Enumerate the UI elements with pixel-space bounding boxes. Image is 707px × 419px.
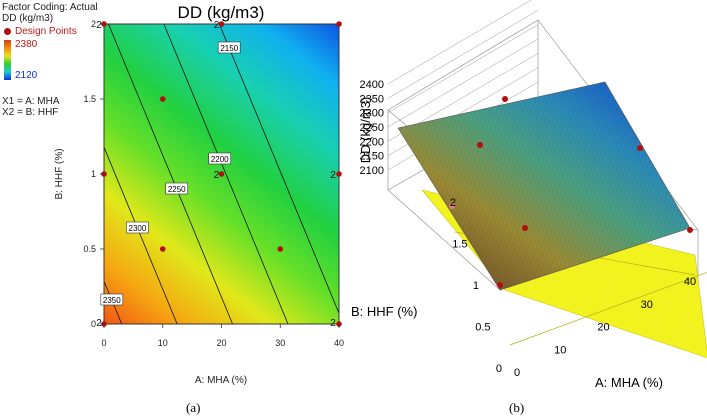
contour-label-box-2150 — [217, 41, 241, 54]
x-tick-label: 40 — [334, 338, 344, 348]
surface-plot: 2100 2150 2200 2250 2300 2350 2400 2 1.5 1 0.5 0 0 10… — [351, 0, 707, 390]
z-tick-label: 2250 — [360, 122, 384, 134]
contour-label-2250: 2250 — [168, 185, 186, 194]
contour-design-point — [336, 171, 342, 177]
contour-y-axis-label: B: HHF (%) — [54, 148, 65, 199]
z-tick-label: 2100 — [360, 165, 384, 177]
z-tick-label: 2350 — [360, 93, 384, 105]
a-tick-label: 10 — [554, 344, 566, 356]
contour-label-2200: 2200 — [211, 155, 229, 164]
caption-a: (a) — [186, 400, 201, 415]
z-grid-line — [387, 0, 532, 85]
a-tick-label: 20 — [597, 322, 609, 334]
b-tick-label: 1 — [473, 280, 479, 292]
legend-x1-def: X1 = A: MHA — [2, 96, 60, 107]
legend-high-value: 2380 — [15, 39, 38, 50]
legend: Factor Coding: Actual DD (kg/m3) Design … — [2, 2, 112, 118]
legend-x2-def: X2 = B: HHF — [2, 107, 59, 118]
contour-line-2300 — [104, 146, 178, 324]
contour-title: DD (kg/m3) — [178, 3, 265, 22]
surface-design-point — [497, 282, 503, 288]
b-tick-label: 2 — [450, 197, 456, 209]
contour-design-point — [277, 246, 284, 252]
z-tick-label: 2150 — [360, 151, 384, 163]
surface-design-point — [449, 203, 455, 209]
b-tick-label: 0.5 — [475, 322, 490, 334]
legend-design-points-label: Design Points — [15, 26, 77, 37]
surface-z-axis-label: DD (kg/m3) — [358, 97, 373, 163]
design-point-count: 2 — [214, 20, 220, 31]
z-grid-line — [387, 38, 539, 128]
surface-design-point — [477, 142, 483, 148]
legend-response-label: DD (kg/m3) — [2, 13, 54, 24]
a-tick-label: 0 — [514, 367, 520, 379]
contour-label-box-2300 — [126, 221, 149, 234]
design-point-count: 2 — [96, 318, 102, 329]
y-tick-label: 2 — [91, 19, 96, 29]
z-tick-label: 2400 — [360, 79, 384, 91]
contour-design-point — [159, 96, 166, 102]
surface-design-point — [637, 145, 643, 151]
contour-label-2350: 2350 — [103, 296, 121, 305]
y-tick-label: 0 — [91, 319, 96, 329]
contour-label-box-2200 — [208, 152, 232, 165]
x-tick-label: 0 — [101, 338, 106, 348]
surface-design-points — [449, 96, 693, 288]
y-tick-label: 1.5 — [83, 94, 96, 104]
contour-design-point — [336, 21, 342, 27]
response-surface-mesh — [398, 82, 690, 290]
contour-design-point — [159, 246, 166, 252]
contour-label-2150: 2150 — [220, 44, 238, 53]
contour-label-2300: 2300 — [129, 224, 147, 233]
x-tick-label: 20 — [216, 338, 226, 348]
surface-design-point — [502, 96, 508, 102]
legend-design-points: Design Points — [2, 26, 112, 37]
legend-factor-coding: Factor Coding: Actual — [2, 2, 98, 13]
legend-colorbar — [4, 40, 11, 80]
contour-line-2250 — [108, 24, 233, 324]
y-tick-label: 0.5 — [83, 244, 96, 254]
contour-label-box-2250 — [165, 182, 189, 195]
design-point-count: 2 — [330, 170, 336, 181]
surface-design-point — [687, 227, 693, 233]
design-point-count: 2 — [214, 170, 220, 181]
b-tick-label: 0 — [496, 363, 502, 375]
design-point-count: 2 — [330, 318, 336, 329]
contour-design-point — [218, 171, 225, 177]
z-grid-line — [387, 10, 539, 99]
caption-b: (b) — [509, 400, 525, 415]
contour-x-axis-label: A: MHA (%) — [195, 375, 247, 386]
z-grid-line — [387, 24, 539, 113]
a-tick-label: 30 — [641, 299, 653, 311]
x-tick-label: 30 — [275, 338, 285, 348]
b-tick-label: 1.5 — [452, 239, 467, 251]
surface-design-point — [522, 225, 528, 231]
contour-line-2200 — [163, 24, 289, 324]
z-tick-label: 2300 — [360, 108, 384, 120]
legend-color-scale: 2380 2120 — [2, 39, 112, 81]
legend-low-value: 2120 — [15, 70, 38, 81]
design-point-icon — [4, 28, 11, 35]
contour-label-box-2350 — [100, 293, 124, 306]
surface-x-axis-label: A: MHA (%) — [595, 375, 663, 390]
z-tick-label: 2200 — [360, 136, 384, 148]
contour-line-2150 — [218, 24, 339, 315]
a-tick-label: 40 — [684, 276, 696, 288]
x-tick-label: 10 — [158, 338, 168, 348]
contour-design-point — [218, 21, 225, 27]
y-tick-label: 1 — [91, 169, 96, 179]
surface-y-axis-label: B: HHF (%) — [351, 304, 417, 319]
design-point-count: 2 — [96, 20, 102, 31]
